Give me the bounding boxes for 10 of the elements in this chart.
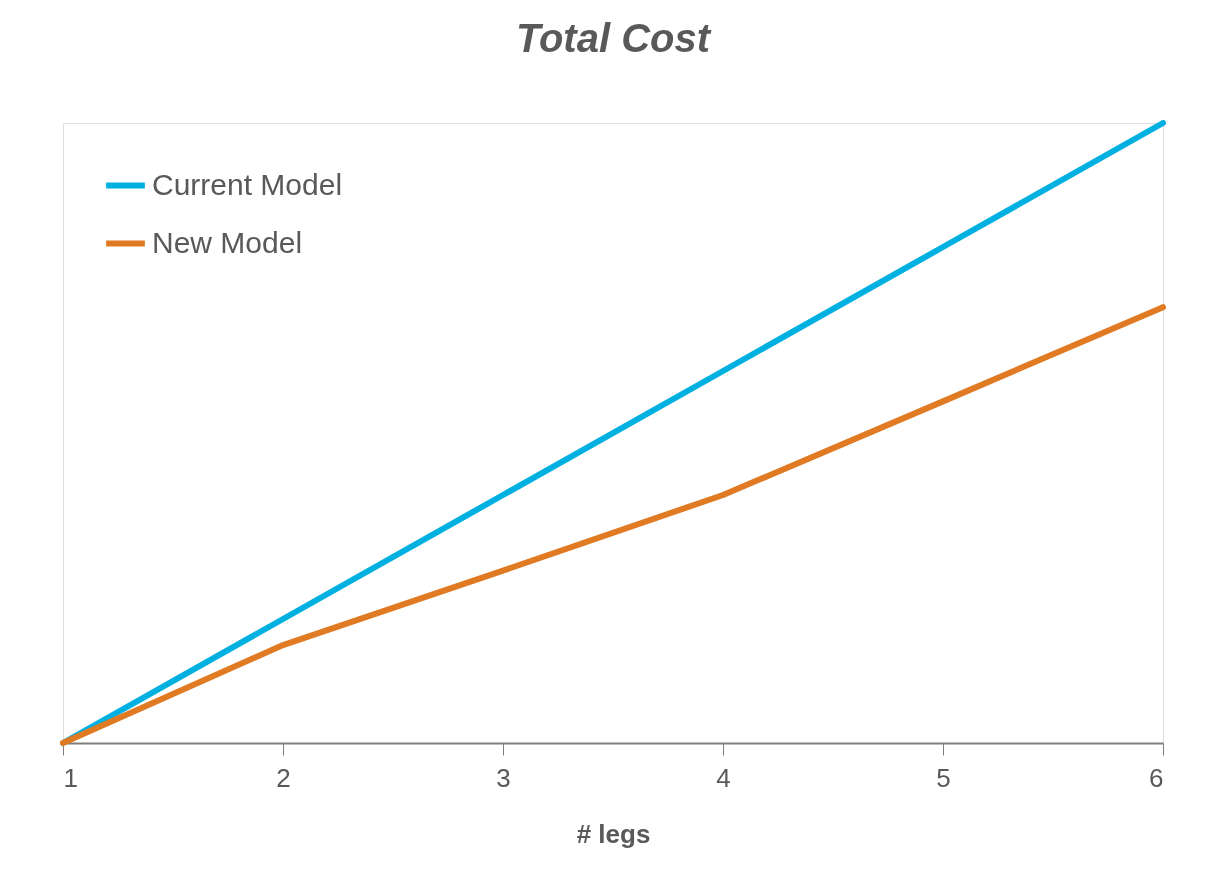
legend-label: Current Model	[152, 167, 343, 201]
x-tick-label: 1	[63, 762, 78, 793]
x-tick-label: 3	[496, 762, 511, 793]
x-axis-title: # legs	[576, 818, 651, 849]
x-tick-label: 4	[716, 762, 731, 793]
x-tick-label: 6	[1149, 762, 1164, 793]
x-tick-label: 5	[936, 762, 951, 793]
legend-label: New Model	[152, 225, 303, 259]
chart-title: Total Cost	[515, 16, 712, 60]
x-tick-label: 2	[276, 762, 291, 793]
